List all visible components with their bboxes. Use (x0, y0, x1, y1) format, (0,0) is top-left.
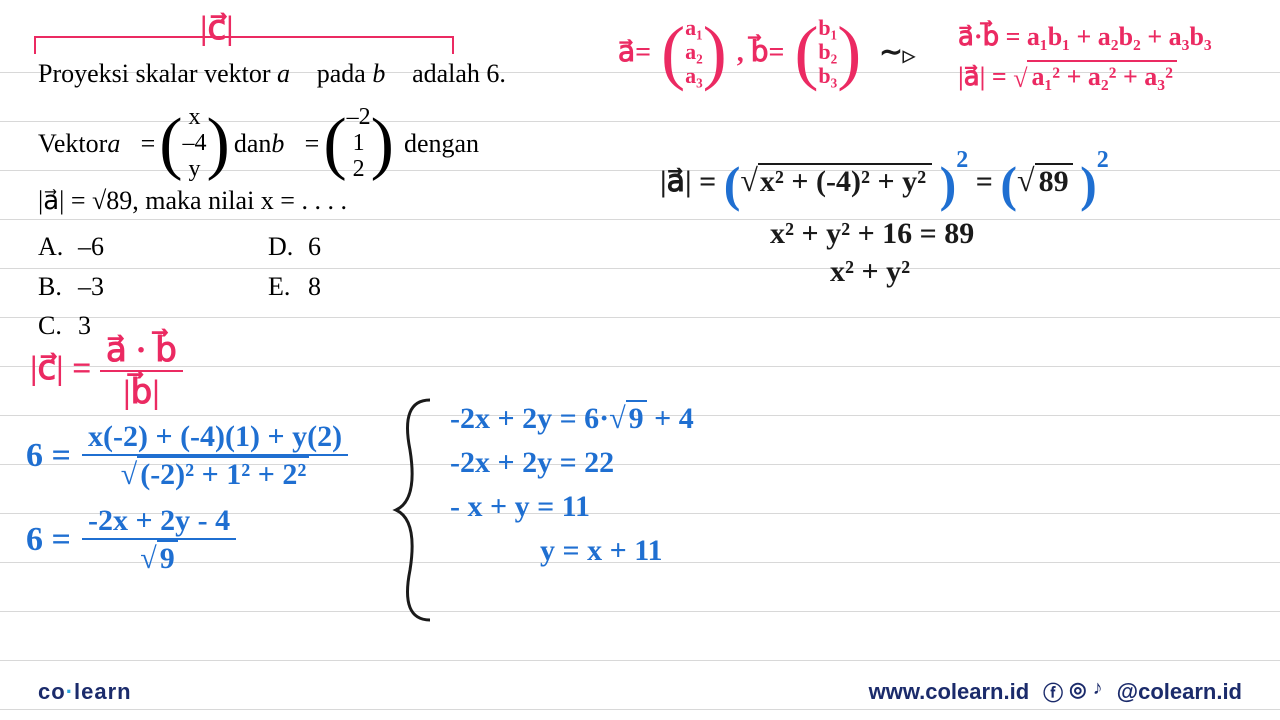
vector-definitions: a⃗= ( a₁ a₂ a₃ ) , b⃗= ( b₁ b₂ b₃ ) (618, 16, 915, 87)
vec-b: b⃗ (372, 59, 405, 88)
curly-brace-icon (390, 390, 450, 630)
problem-statement: Proyeksi skalar vektor a⃗ pada b⃗ adalah… (38, 55, 578, 345)
text: adalah 6. (406, 59, 506, 88)
text: = (141, 125, 156, 163)
text: a⃗= (618, 35, 651, 69)
tiktok-icon: ♪ (1093, 677, 1103, 706)
cell: –4 (183, 131, 207, 157)
calc-row2: 6 = -2x + 2y - 4 √9 (26, 504, 348, 576)
solve-steps: -2x + 2y = 6·√9 + 4 -2x + 2y = 22 - x + … (450, 400, 694, 578)
vec-a: a⃗ (107, 125, 140, 163)
matrix-b-generic: ( b₁ b₂ b₃ ) (794, 16, 861, 87)
mag-line3: x² + y² (830, 255, 1109, 289)
text: Proyeksi skalar vektor (38, 59, 277, 88)
solve-l4: y = x + 11 (540, 534, 694, 568)
problem-line3: |a⃗| = √89, maka nilai x = . . . . (38, 182, 578, 220)
cell: x (189, 105, 201, 131)
text: , b⃗= (737, 35, 785, 69)
content-layer: |c⃗| Proyeksi skalar vektor a⃗ pada b⃗ a… (0, 0, 1280, 720)
problem-line2: Vektor a⃗ = ( x –4 y ) dan b⃗ = ( –2 1 (38, 105, 578, 183)
mag-line1: |a⃗| = (√x² + (-4)² + y² )2 = (√89 )2 (660, 155, 1109, 213)
option-a: A.–6 (38, 228, 268, 266)
vec-b: b⃗ (271, 125, 304, 163)
brand-logo: co·learn (38, 679, 132, 705)
matrix-a: ( x –4 y ) (159, 105, 230, 183)
text: pada (310, 59, 372, 88)
problem-line1: Proyeksi skalar vektor a⃗ pada b⃗ adalah… (38, 55, 578, 93)
calculation-steps: 6 = x(-2) + (-4)(1) + y(2) √(-2)² + 1² +… (26, 420, 348, 588)
footer: co·learn www.colearn.id ⓕ ◎ ♪ @colearn.i… (0, 677, 1280, 706)
solve-l2: -2x + 2y = 22 (450, 446, 694, 480)
calc-row1: 6 = x(-2) + (-4)(1) + y(2) √(-2)² + 1² +… (26, 420, 348, 492)
facebook-icon: ⓕ (1043, 677, 1063, 706)
option-d: D.6 (268, 228, 498, 266)
tilde-arrow: ∼▷ (879, 35, 915, 69)
magnitude-formula: |a⃗| = √a₁² + a₂² + a₃² (958, 60, 1212, 92)
magnitude-calculation: |a⃗| = (√x² + (-4)² + y² )2 = (√89 )2 x²… (660, 155, 1109, 289)
projection-formula: |c⃗| = a⃗ · b⃗ |b⃗| (30, 330, 183, 412)
formulas-right: a⃗·b⃗ = a₁b₁ + a₂b₂ + a₃b₃ |a⃗| = √a₁² +… (958, 22, 1212, 92)
solve-l3: - x + y = 11 (450, 490, 694, 524)
answer-options: A.–6 D.6 B.–3 E.8 C.3 (38, 228, 578, 345)
instagram-icon: ◎ (1069, 677, 1086, 706)
mag-line2: x² + y² + 16 = 89 (770, 217, 1109, 251)
solve-l1: -2x + 2y = 6·√9 + 4 (450, 400, 694, 436)
c-bracket (34, 36, 454, 54)
c-magnitude-label: |c⃗| (200, 8, 234, 48)
text: dengan (404, 125, 479, 163)
footer-url: www.colearn.id (869, 679, 1030, 705)
cell: y (189, 157, 201, 183)
vec-a: a⃗ (277, 59, 310, 88)
option-e: E.8 (268, 268, 498, 306)
dot-product-formula: a⃗·b⃗ = a₁b₁ + a₂b₂ + a₃b₃ (958, 22, 1212, 52)
cell: –2 (347, 105, 371, 131)
footer-handle: @colearn.id (1117, 679, 1242, 705)
matrix-b: ( –2 1 2 ) (323, 105, 394, 183)
social-icons: ⓕ ◎ ♪ (1043, 677, 1102, 706)
text: = (305, 125, 320, 163)
text: dan (234, 125, 272, 163)
option-b: B.–3 (38, 268, 268, 306)
cell: 1 (353, 131, 365, 157)
text: Vektor (38, 125, 107, 163)
cell: 2 (353, 157, 365, 183)
matrix-a-generic: ( a₁ a₂ a₃ ) (661, 16, 727, 87)
